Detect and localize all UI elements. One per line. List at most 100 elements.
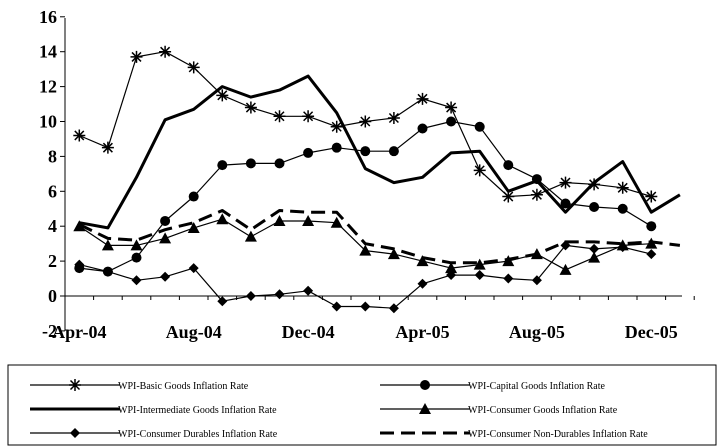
data-point-asterisk xyxy=(416,92,429,105)
data-point-asterisk xyxy=(530,188,543,201)
data-point-asterisk xyxy=(445,101,458,114)
data-point-triangle xyxy=(473,258,486,270)
data-point-circle xyxy=(245,158,256,169)
x-tick-label: Dec-05 xyxy=(625,322,678,342)
data-point-triangle xyxy=(187,221,200,233)
data-point-diamond xyxy=(360,301,371,312)
x-tick-label: Apr-05 xyxy=(395,322,449,342)
data-point-circle xyxy=(360,146,371,157)
data-point-triangle xyxy=(130,239,143,251)
data-point-circle xyxy=(420,380,430,390)
data-point-triangle xyxy=(101,239,114,251)
data-point-triangle xyxy=(302,214,315,226)
y-tick-label: 4 xyxy=(48,216,57,236)
x-tick-label: Apr-04 xyxy=(52,322,106,342)
legend-item: WPI-Basic Goods Inflation Rate xyxy=(30,379,249,392)
legend-item: WPI-Consumer Durables Inflation Rate xyxy=(30,428,278,440)
y-tick-label: 12 xyxy=(39,77,57,97)
series-line xyxy=(78,209,681,265)
series-line xyxy=(79,74,681,230)
data-point-diamond xyxy=(74,259,85,270)
y-tick-label: 10 xyxy=(39,112,57,132)
plot-area: -2 0 2 4 6 8 10 12 14 16 Apr-04 Aug-04 Dec-04 Apr-05… xyxy=(39,7,695,342)
data-point-asterisk xyxy=(73,129,86,142)
series-5 xyxy=(74,240,657,314)
x-tick-label: Aug-04 xyxy=(166,322,222,342)
data-point-triangle xyxy=(387,248,400,260)
data-point-diamond xyxy=(446,270,457,281)
legend-label: WPI-Basic Goods Inflation Rate xyxy=(118,381,249,392)
data-point-diamond xyxy=(245,291,256,301)
data-point-asterisk xyxy=(473,164,486,177)
data-point-triangle xyxy=(559,263,572,275)
y-tick-label: 0 xyxy=(48,286,57,306)
data-point-circle xyxy=(388,146,399,157)
y-tick-label: -2 xyxy=(42,321,57,341)
data-point-triangle xyxy=(273,214,286,226)
data-point-asterisk xyxy=(359,115,372,128)
x-tick-label: Aug-05 xyxy=(509,322,565,342)
data-point-diamond xyxy=(646,249,657,260)
data-point-circle xyxy=(446,116,457,127)
legend-item: WPI-Intermediate Goods Inflation Rate xyxy=(30,405,277,416)
y-tick-label: 14 xyxy=(39,42,57,62)
data-point-asterisk xyxy=(387,112,400,125)
data-point-triangle xyxy=(419,403,431,414)
data-point-asterisk xyxy=(69,379,81,391)
data-point-diamond xyxy=(217,296,228,307)
data-point-circle xyxy=(589,202,600,213)
data-point-asterisk xyxy=(216,89,229,102)
data-point-circle xyxy=(503,160,514,171)
data-point-triangle xyxy=(445,262,458,274)
data-point-triangle xyxy=(216,213,229,225)
data-point-circle xyxy=(303,147,314,158)
data-point-circle xyxy=(617,203,628,214)
data-point-circle xyxy=(160,215,171,226)
data-point-diamond xyxy=(131,275,142,286)
data-point-asterisk xyxy=(187,61,200,74)
data-point-circle xyxy=(417,123,428,134)
data-point-diamond xyxy=(474,270,485,281)
legend-label: WPI-Intermediate Goods Inflation Rate xyxy=(118,405,277,416)
data-point-asterisk xyxy=(273,110,286,123)
data-point-diamond xyxy=(102,266,113,277)
data-point-circle xyxy=(131,252,142,263)
y-tick-label: 2 xyxy=(48,251,57,271)
x-tick-label: Dec-04 xyxy=(282,322,335,342)
y-tick-label: 16 xyxy=(39,7,57,27)
data-point-diamond xyxy=(531,275,542,286)
data-point-circle xyxy=(217,160,228,171)
data-point-asterisk xyxy=(130,50,143,63)
data-point-circle xyxy=(646,221,657,232)
series-layer xyxy=(73,45,681,314)
legend-box xyxy=(7,364,717,446)
legend-items: WPI-Basic Goods Inflation Rate WPI-Capita… xyxy=(30,379,648,440)
x-axis-ticks: Apr-04 Aug-04 Dec-04 Apr-05 Aug-05 Dec-05 xyxy=(52,296,695,342)
data-point-asterisk xyxy=(330,120,343,133)
data-point-asterisk xyxy=(244,101,257,114)
data-point-diamond xyxy=(388,303,399,314)
data-point-circle xyxy=(474,121,485,132)
data-point-diamond xyxy=(503,273,514,284)
legend-label: WPI-Consumer Non-Durables Inflation Rate xyxy=(468,429,648,440)
data-point-diamond xyxy=(188,263,199,274)
legend-label: WPI-Consumer Goods Inflation Rate xyxy=(468,405,618,416)
data-point-diamond xyxy=(303,285,314,296)
data-point-diamond xyxy=(70,428,80,438)
data-point-triangle xyxy=(330,216,343,228)
y-tick-label: 8 xyxy=(48,146,57,166)
data-point-circle xyxy=(188,191,199,202)
data-point-asterisk xyxy=(159,45,172,58)
data-point-triangle xyxy=(244,230,257,242)
data-point-diamond xyxy=(274,289,285,300)
data-point-asterisk xyxy=(616,181,629,194)
y-tick-label: 6 xyxy=(48,181,57,201)
data-point-asterisk xyxy=(502,190,515,203)
legend: WPI-Basic Goods Inflation Rate WPI-Capita… xyxy=(7,364,717,446)
data-point-triangle xyxy=(416,255,429,267)
series-3 xyxy=(79,74,681,230)
data-point-circle xyxy=(331,142,342,153)
data-point-asterisk xyxy=(559,176,572,189)
data-point-triangle xyxy=(359,244,372,256)
